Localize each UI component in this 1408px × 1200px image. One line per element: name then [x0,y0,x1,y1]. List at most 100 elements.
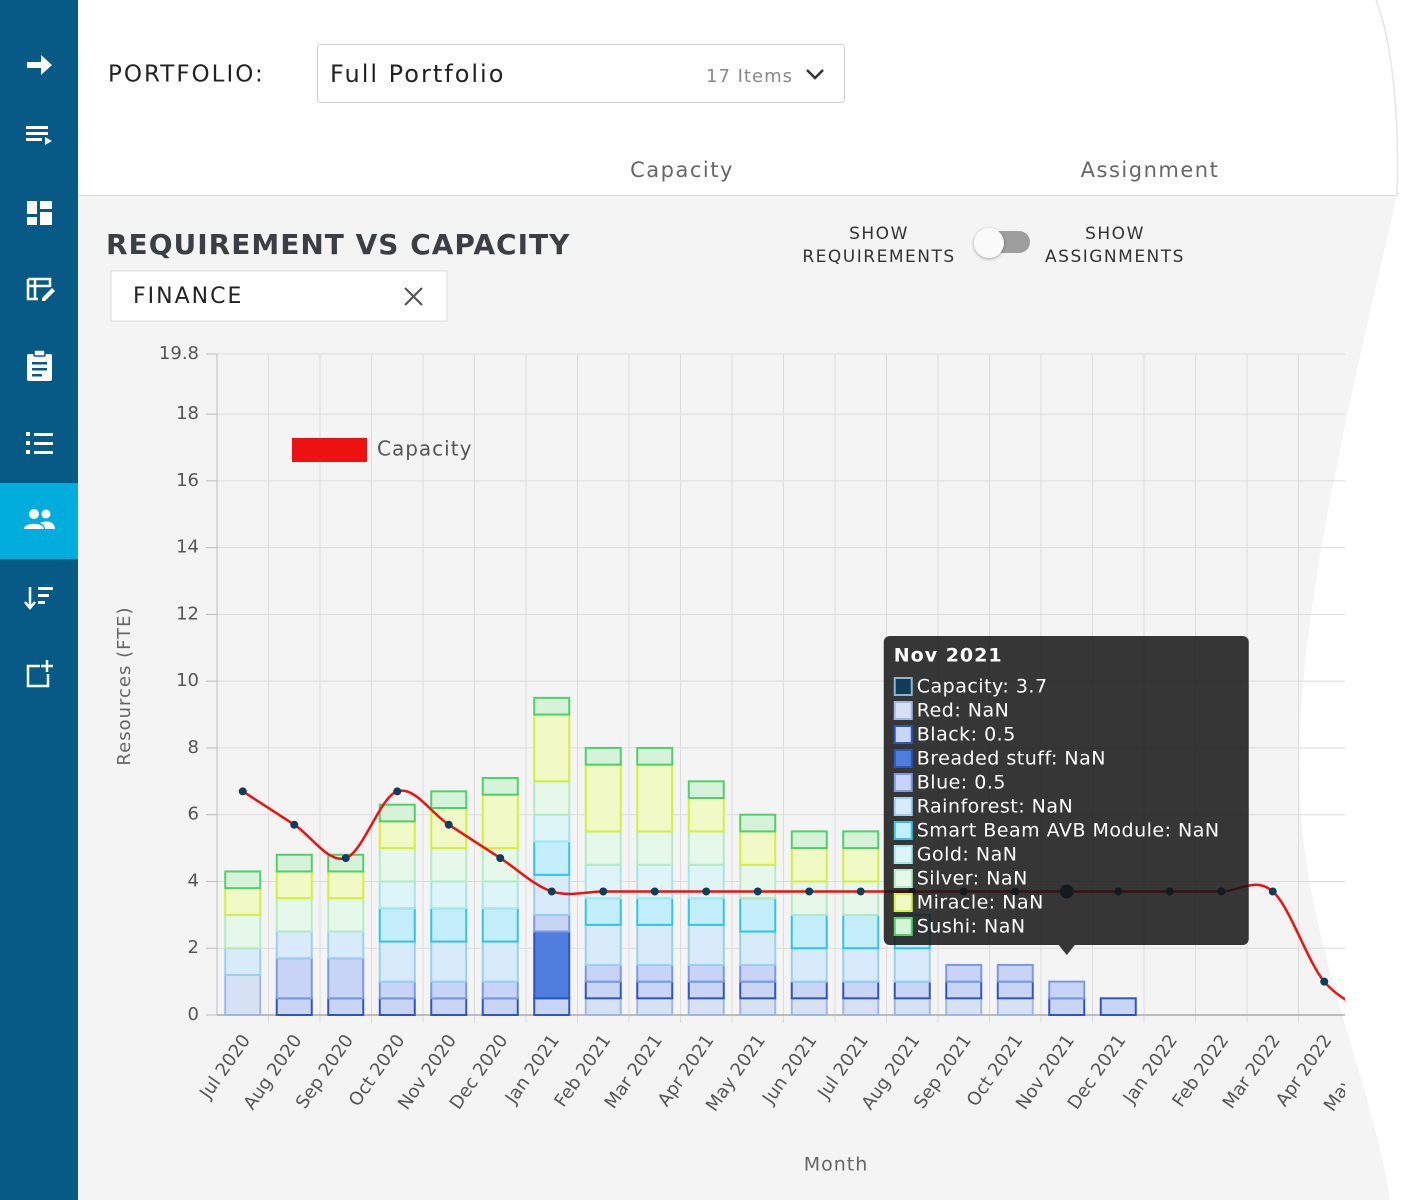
tooltip-item: Smart Beam AVB Module: NaN [917,820,1220,842]
portfolio-dropdown[interactable]: Full Portfolio 17 Items [317,44,845,103]
y-tick-label: 2 [188,937,199,958]
capacity-point [547,887,556,896]
bar-segment [790,847,828,883]
bar-segment [790,830,828,850]
bar-segment [378,880,416,910]
bar-segment [481,940,519,983]
bar-segment [996,997,1034,1017]
icon-edit-table[interactable] [26,277,55,301]
bar-segment [893,997,931,1017]
edge-curve [1375,0,1399,197]
bar-segment [533,840,571,876]
bar-segment [1048,997,1086,1017]
bar-segment [945,980,983,1000]
tooltip-item: Miracle: NaN [917,892,1044,914]
tooltip-title: Nov 2021 [894,645,1003,667]
tooltip-item: Sushi: NaN [917,916,1026,938]
portfolio-label: PORTFOLIO: [108,62,265,88]
bar-segment [327,897,365,933]
bar-segment [687,797,725,833]
y-axis-label: Resources (FTE) [114,606,135,765]
icon-numbered-list[interactable] [26,432,53,454]
tooltip-item: Black: 0.5 [917,724,1016,746]
bar-segment [842,847,880,883]
sidebar-active[interactable] [0,483,78,559]
capacity-point [393,787,402,796]
bar-segment [790,913,828,950]
bar-segment [378,980,416,1000]
item-count: 17 Items [706,66,793,87]
bar-segment [687,980,725,1000]
bar-segment [533,696,571,716]
bar-segment [224,973,262,1016]
bar-segment [533,813,571,843]
legend-swatch [292,438,367,462]
toggle-label: REQUIREMENTS [802,247,955,267]
bar-segment [275,957,313,1000]
bar-segment [893,980,931,1000]
capacity-point [753,887,762,896]
dropdown-value: Full Portfolio [330,60,505,88]
icon-sort[interactable] [24,587,53,610]
tab[interactable]: Capacity [630,158,734,182]
bar-segment [224,913,262,950]
bar-segment [430,997,468,1017]
bar-segment [378,997,416,1017]
capacity-point [341,854,350,863]
bar-segment [430,790,468,810]
bar-segment [481,907,519,943]
bar-segment [739,813,777,833]
capacity-point [496,854,505,863]
tooltip-item: Gold: NaN [917,844,1018,866]
filter-remove[interactable] [404,287,423,306]
bar-segment [636,746,674,766]
y-tick-label: 12 [176,603,199,624]
tab[interactable]: Assignment [1081,158,1220,182]
tooltip-swatch [893,917,913,936]
bar-segment [842,947,880,983]
tooltip-swatch [893,869,913,888]
icon-people[interactable] [24,509,55,529]
bar-segment [945,963,983,983]
sidebar [0,0,78,1200]
y-tick-label: 10 [176,670,199,691]
bar-segment [378,847,416,883]
bar-segment [430,847,468,883]
bar-segment [533,997,571,1017]
icon-clipboard[interactable] [27,349,52,381]
y-tick-label: 6 [188,804,199,825]
toggle-switch[interactable] [974,228,1030,258]
bar-segment [481,880,519,910]
bar-segment [481,847,519,883]
bar-segment [430,940,468,983]
bar-segment [1048,980,1086,1000]
bar-segment [327,957,365,1000]
bar-segment [584,763,622,833]
bar-segment [481,980,519,1000]
bar-segment [327,930,365,960]
bar-segment [275,997,313,1017]
bar-segment [687,830,725,866]
tooltip-swatch [893,725,913,744]
bar-segment [584,830,622,866]
icon-dashboard[interactable] [27,201,52,225]
bar-segment [275,870,313,900]
capacity-point [238,787,247,796]
bar-segment [224,887,262,916]
bar-segment [275,930,313,960]
bar-segment [945,997,983,1017]
icon-expand[interactable] [27,55,52,75]
icon-add-box[interactable] [26,660,53,688]
y-tick-label: 19.8 [159,343,199,364]
filter-chip[interactable]: FINANCE [110,270,448,322]
icon-list[interactable] [26,126,52,145]
bar-segment [739,930,777,966]
tooltip-item: Rainforest: NaN [917,796,1074,818]
bar-segment [636,997,674,1017]
bar-segment [275,853,313,873]
bar-segment [533,913,571,933]
tooltip-swatch [893,773,913,792]
bar-segment [584,746,622,766]
